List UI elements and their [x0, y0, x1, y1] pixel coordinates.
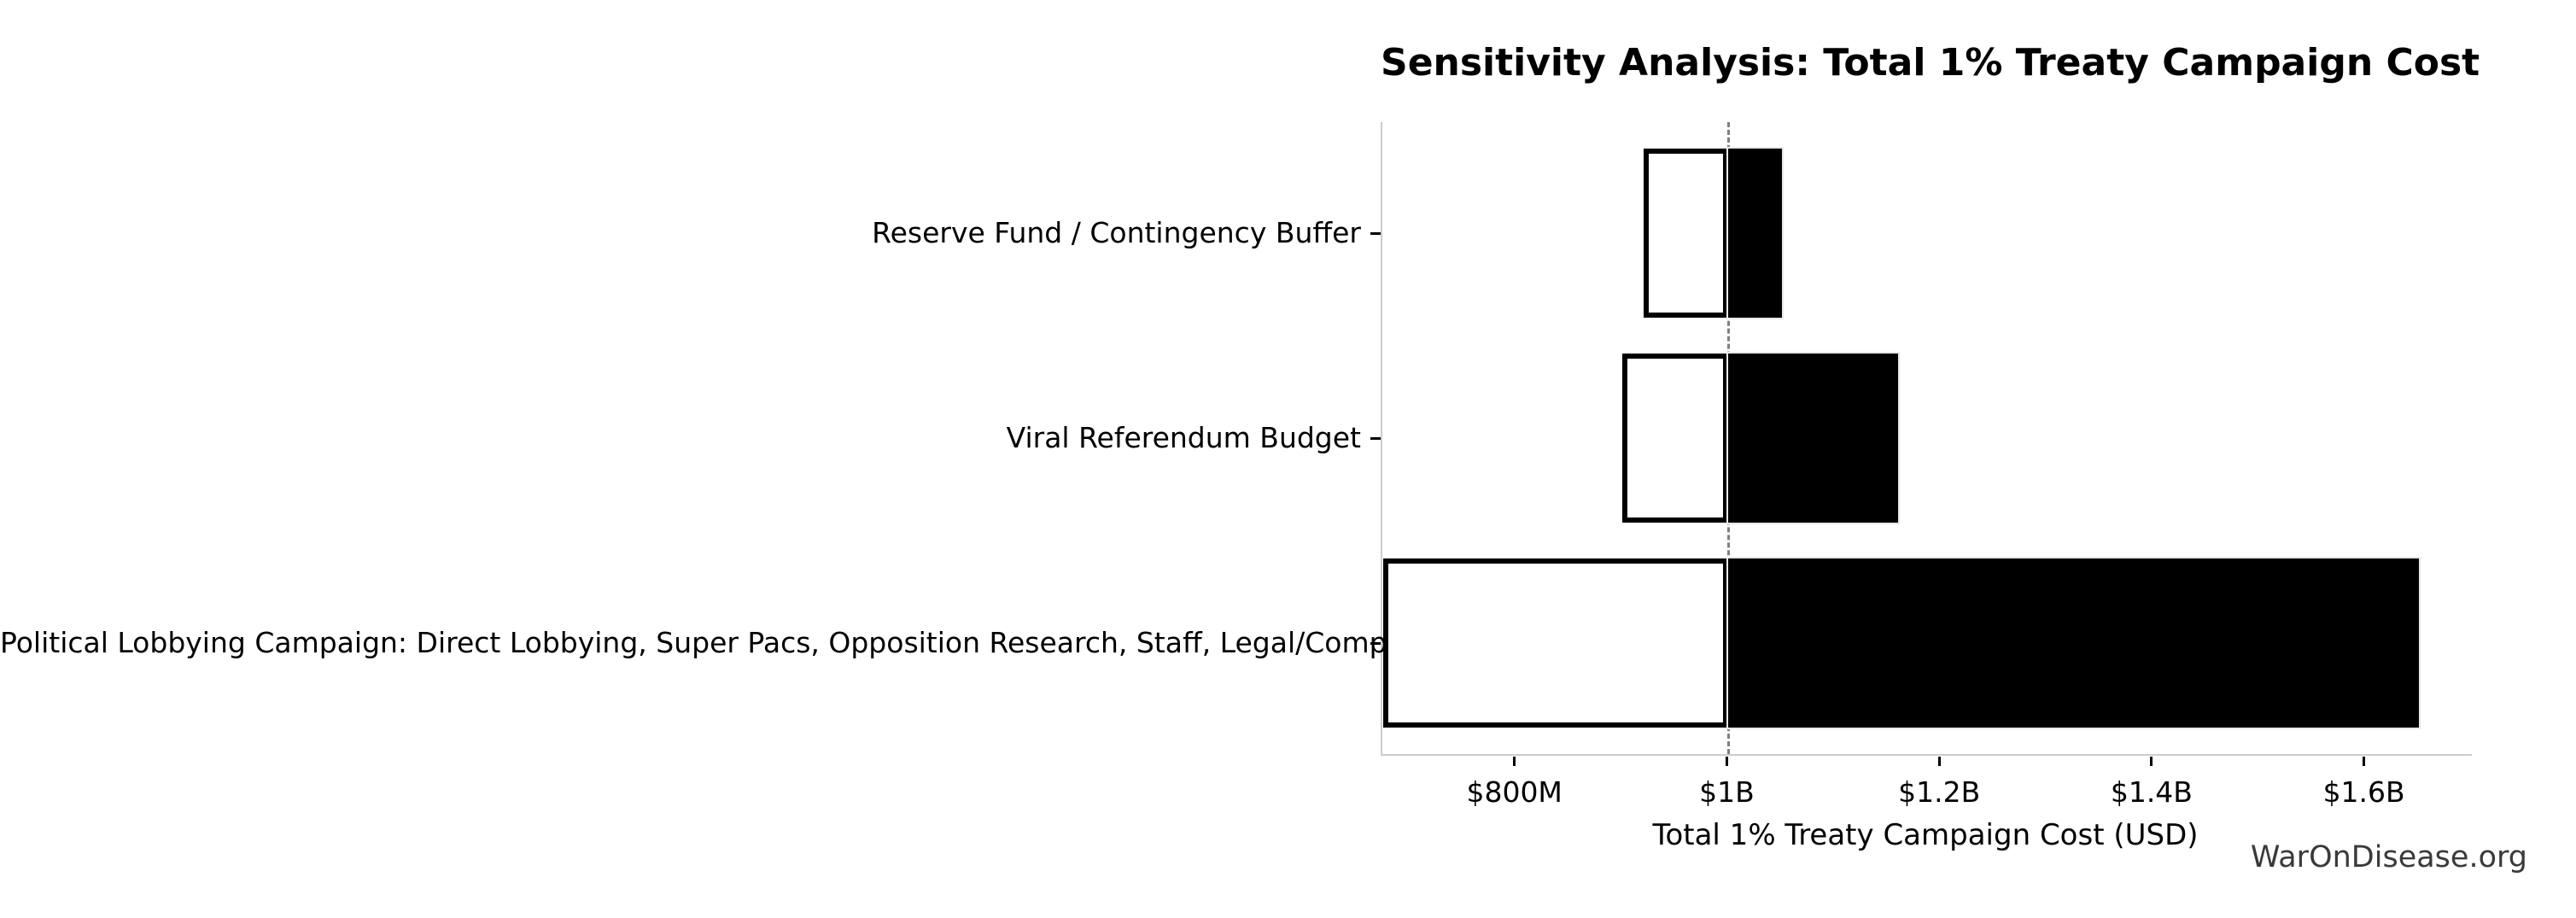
bar-high-segment [1726, 147, 1784, 319]
category-label: Political Lobbying Campaign: Direct Lobb… [0, 626, 1471, 659]
bar-high-segment [1726, 352, 1901, 524]
bar-row [1643, 147, 1784, 319]
bar-low-segment [1622, 354, 1729, 523]
x-axis-tick [1513, 757, 1516, 766]
watermark-text: WarOnDisease.org [2250, 840, 2527, 874]
x-tick-label: $1B [1699, 775, 1755, 809]
category-label: Reserve Fund / Contingency Buffer [872, 216, 1361, 249]
bar-row [1622, 352, 1901, 524]
x-tick-label: $1.2B [1898, 775, 1981, 809]
x-axis-tick [1725, 757, 1728, 766]
plot-area [1381, 122, 2472, 756]
category-label: Viral Referendum Budget [1006, 421, 1361, 454]
x-axis-tick [1937, 757, 1941, 766]
x-tick-label: $1.6B [2322, 775, 2405, 809]
x-axis-tick [2150, 757, 2153, 766]
chart-title: Sensitivity Analysis: Total 1% Treaty Ca… [1381, 41, 2480, 85]
y-axis-tick [1370, 436, 1381, 440]
x-tick-label: $800M [1466, 775, 1563, 809]
bar-low-segment [1383, 558, 1729, 728]
bar-row [1383, 557, 2421, 729]
x-tick-label: $1.4B [2110, 775, 2193, 809]
y-axis-tick [1370, 641, 1381, 645]
bar-low-segment [1643, 149, 1729, 318]
x-axis-label: Total 1% Treaty Campaign Cost (USD) [1652, 818, 2199, 852]
x-axis-tick [2363, 757, 2366, 766]
bar-high-segment [1726, 557, 2421, 729]
y-axis-tick [1370, 231, 1381, 235]
